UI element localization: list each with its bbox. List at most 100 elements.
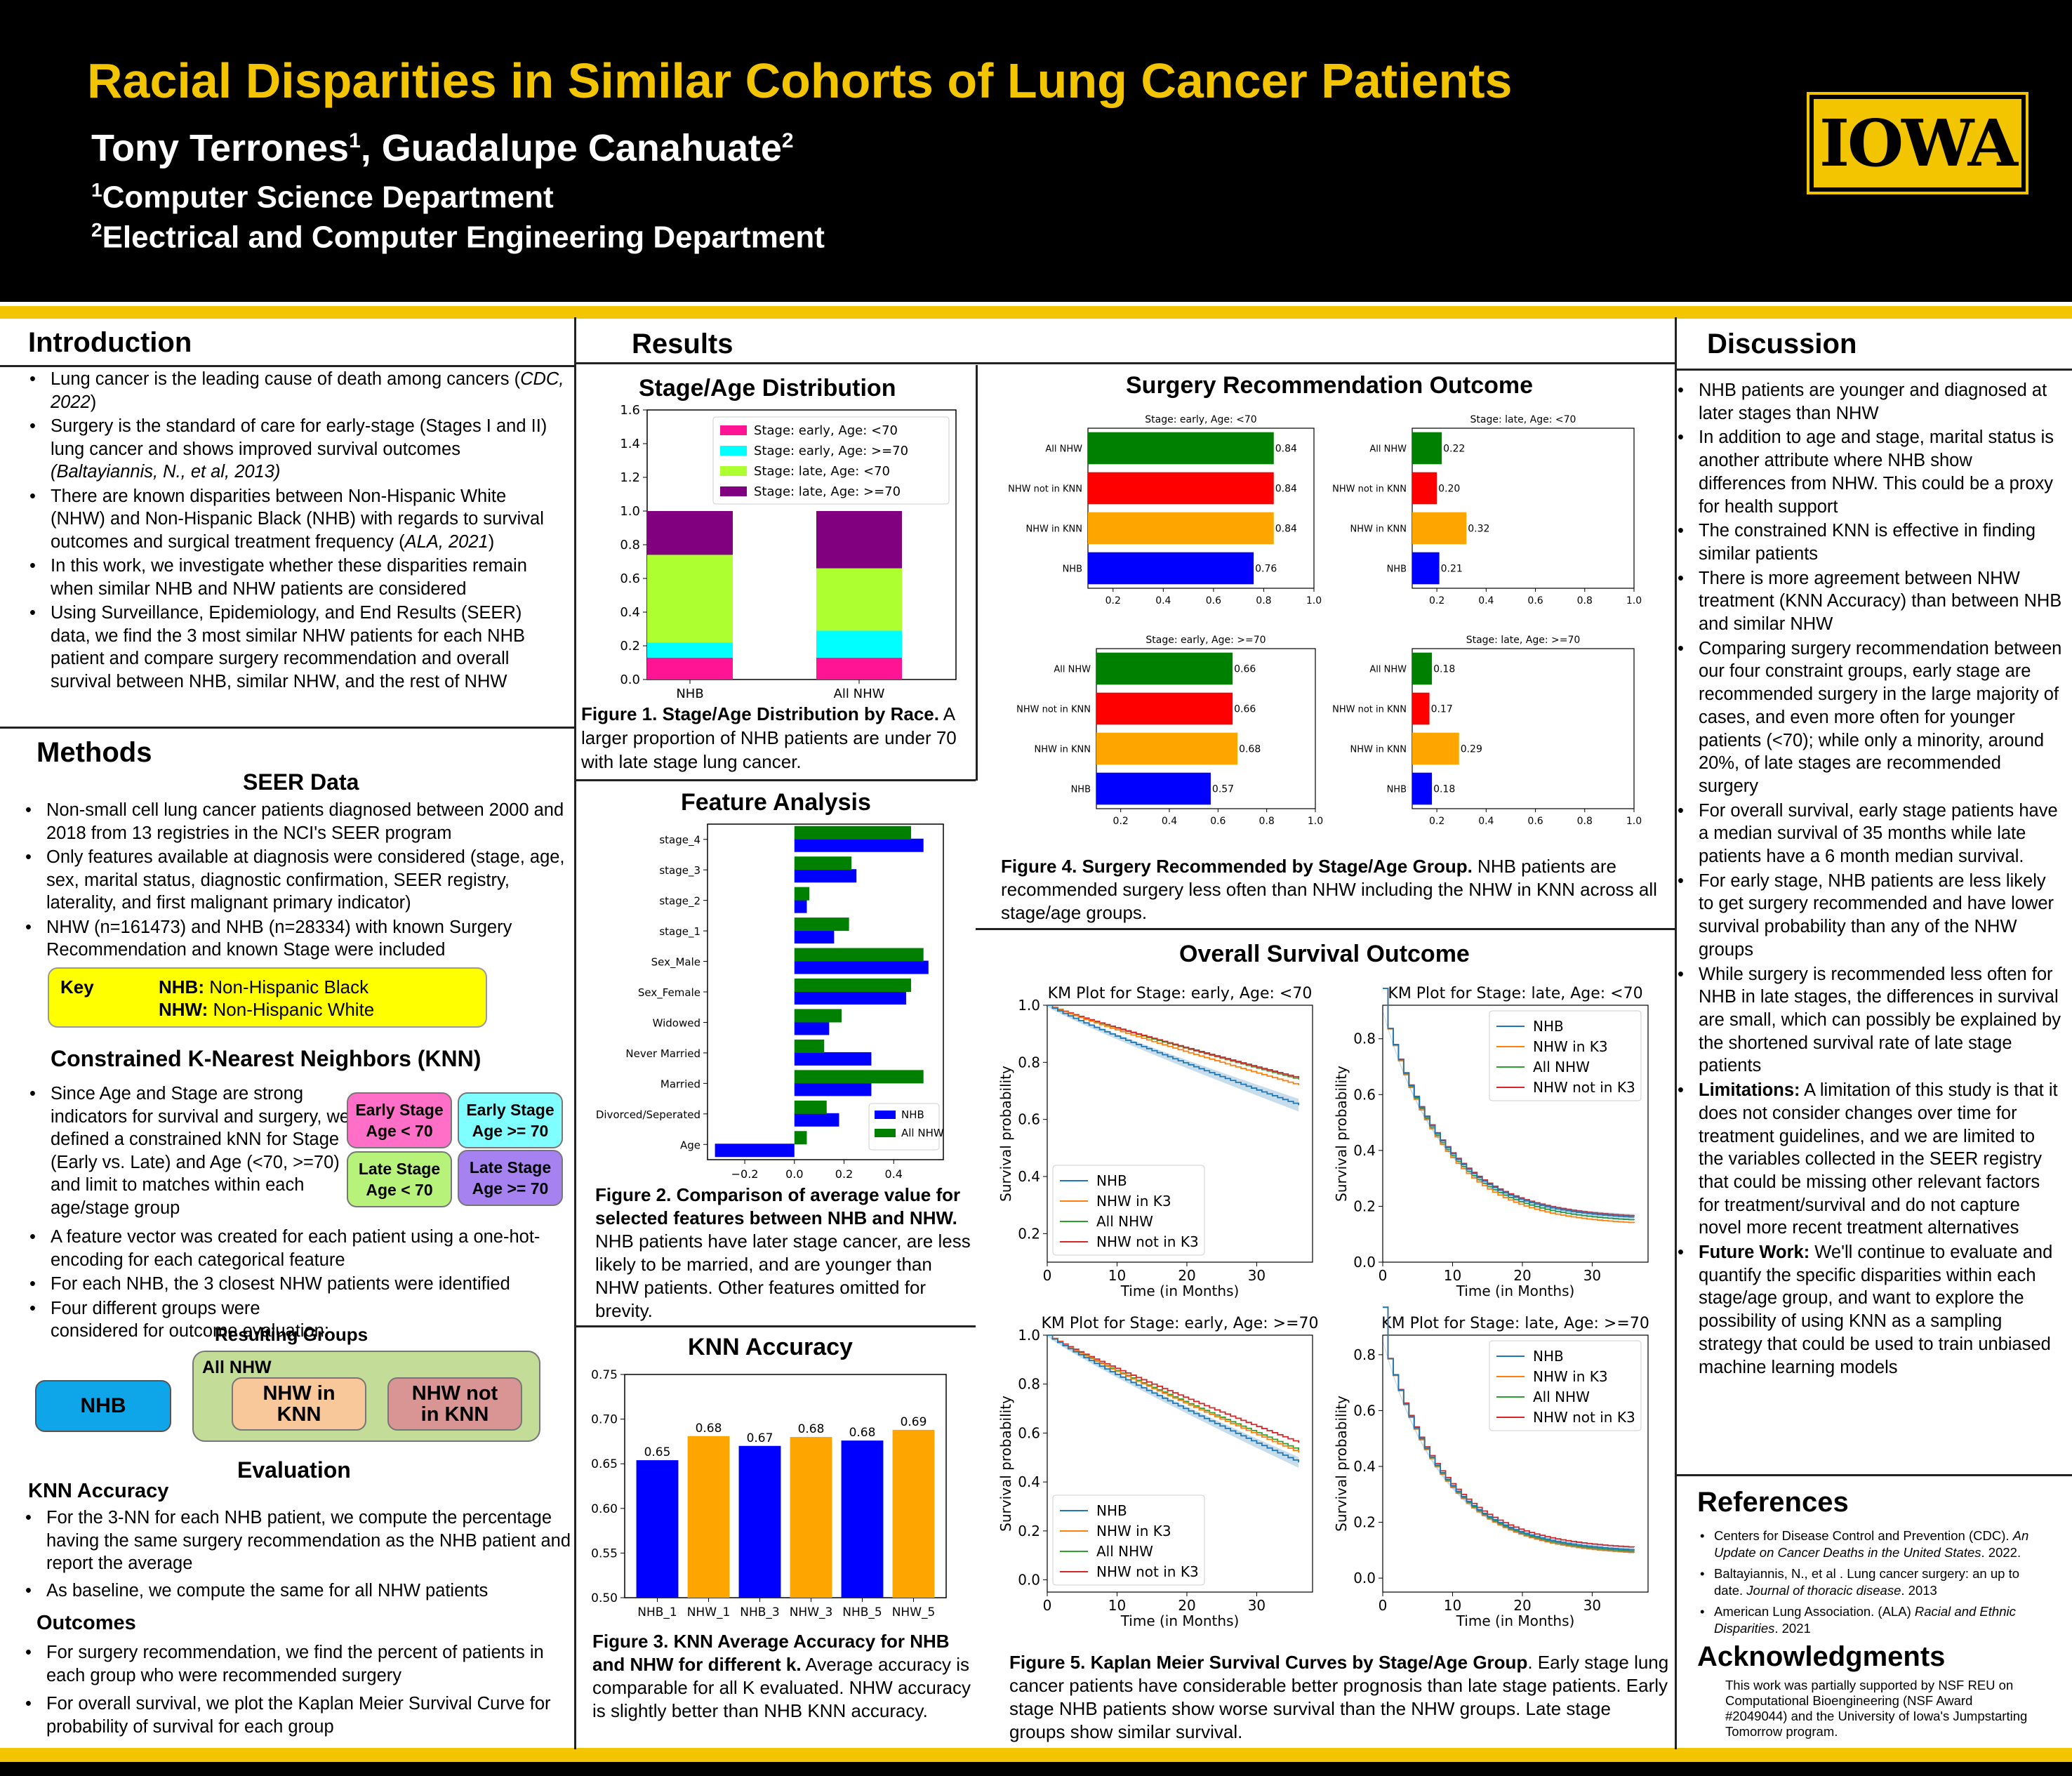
outcomes-list: For surgery recommendation, we find the … — [21, 1641, 576, 1739]
ref-1-title: An Update on Cancer Deaths in the United… — [1714, 1528, 2029, 1560]
fig4-cap-text: NHB patients are recommended surgery les… — [1001, 856, 1657, 923]
disc-bullet-4: There is more agreement between NHW trea… — [1673, 567, 2064, 636]
disc-b10-text: We'll continue to evaluate and quantify … — [1699, 1242, 2053, 1377]
fig5-ylabel: Survival probability — [997, 1396, 1014, 1532]
rg-in-knn-label: NHW in KNN — [263, 1382, 336, 1426]
author-1: Tony Terrones — [91, 127, 350, 169]
disc-bullet-9: Limitations: A limitation of this study … — [1673, 1079, 2064, 1240]
fig4-bar — [1412, 432, 1442, 465]
fig3-frame — [624, 1374, 947, 1598]
fig2-chart: stage_4 stage_3 stage_2 stage_1 Sex_Male Sex_… — [596, 823, 944, 1181]
fig5-ytick-label: 0.2 — [1353, 1514, 1376, 1531]
fig3-ytick-label: 0.75 — [591, 1368, 618, 1382]
iowa-logo: IOWA — [1807, 92, 2028, 194]
group-late-ge70: Late Stage Age >= 70 — [458, 1150, 563, 1206]
fig1-caption: Figure 1. Stage/Age Distribution by Race… — [581, 702, 974, 774]
fig2-cap-text: NHB patients have later stage cancer, ar… — [595, 1231, 971, 1321]
fig1-title: Stage/Age Distribution — [639, 375, 896, 402]
fig4-ytick-label: NHB — [1071, 785, 1091, 795]
fig3-title: KNN Accuracy — [688, 1334, 853, 1360]
fig5-legend-label: All NHW — [1533, 1389, 1590, 1405]
knn-heading: Constrained K-Nearest Neighbors (KNN) — [51, 1046, 482, 1071]
fig1-legend-label: Stage: early, Age: >=70 — [754, 444, 908, 458]
fig4-ytick-label: All NHW — [1045, 444, 1082, 455]
fig3-xtick-label: NHW_5 — [892, 1605, 936, 1619]
fig2-bar — [794, 899, 807, 913]
fig4-bar — [1096, 692, 1233, 725]
fig5-chart: KM Plot for Stage: early, Age: <70 0.2 0.4… — [997, 985, 1649, 1629]
fig3-ytick-label: 0.55 — [591, 1546, 618, 1560]
references-heading: References — [1697, 1487, 1849, 1518]
group-late-lt70: Late Stage Age < 70 — [347, 1151, 452, 1207]
fig4-bar-label: 0.76 — [1255, 564, 1277, 575]
fig5-ytick-label: 0.4 — [1018, 1473, 1040, 1490]
fig5-ytick-label: 0.6 — [1353, 1086, 1376, 1103]
key-nhw-abbr: NHW: — [159, 999, 208, 1020]
fig5-ytick-label: 1.0 — [1018, 1327, 1040, 1344]
ref-3-a: American Lung Association. (ALA) — [1714, 1604, 1915, 1619]
fig5-xlabel: Time (in Months) — [1456, 1612, 1575, 1629]
divider — [1675, 1474, 2072, 1476]
fig5-title: Overall Survival Outcome — [1179, 941, 1470, 967]
fig4-frame — [1096, 648, 1316, 809]
fig4-panel-title: Stage: early, Age: >=70 — [1145, 635, 1266, 646]
fig2-ytick-label: Never Married — [625, 1047, 700, 1060]
fig4-bar-label: 0.57 — [1212, 784, 1234, 795]
key-nhw: NHW: Non-Hispanic White — [159, 998, 374, 1021]
fig4-bar — [1088, 552, 1254, 585]
fig1-ytick-label: 1.2 — [620, 470, 640, 485]
disc-bullet-5: Comparing surgery recommendation between… — [1673, 637, 2064, 798]
divider — [574, 1325, 976, 1327]
intro-bullet-3: There are known disparities between Non-… — [25, 485, 566, 554]
fig3-bar — [636, 1460, 679, 1598]
fig3-xtick-label: NHB_3 — [740, 1605, 779, 1619]
fig2-ytick-label: Age — [680, 1139, 700, 1151]
fig2-bar — [794, 826, 912, 840]
aff-1-sup: 1 — [91, 179, 102, 201]
intro-b1-end: ) — [90, 392, 97, 412]
fig5-xtick-label: 0 — [1043, 1267, 1052, 1284]
fig5-xtick-label: 10 — [1444, 1597, 1461, 1614]
fig5-ytick-label: 0.0 — [1353, 1254, 1376, 1271]
affiliation-2: 2Electrical and Computer Engineering Dep… — [91, 219, 825, 256]
fig5-panel-title: KM Plot for Stage: late, Age: <70 — [1388, 985, 1642, 1002]
fig4-ytick-label: All NHW — [1369, 444, 1407, 455]
fig4-bar — [1088, 432, 1274, 465]
fig4-bar-label: 0.18 — [1433, 784, 1455, 795]
fig5-legend-label: All NHW — [1096, 1543, 1153, 1560]
fig5-panel-title: KM Plot for Stage: early, Age: >=70 — [1041, 1315, 1318, 1332]
fig5-legend-label: NHW not in K3 — [1096, 1233, 1199, 1250]
fig3-bar — [892, 1429, 935, 1598]
fig5-xlabel: Time (in Months) — [1120, 1283, 1240, 1299]
fig1-ytick-label: 0.0 — [620, 672, 640, 687]
disc-b9-text: A limitation of this study is that it do… — [1699, 1080, 2058, 1238]
fig5-ytick-label: 0.8 — [1018, 1376, 1040, 1393]
key-nhb-text: Non-Hispanic Black — [204, 976, 369, 998]
fig3-ytick-label: 0.70 — [591, 1413, 618, 1427]
fig5-xtick-label: 0 — [1379, 1267, 1388, 1284]
fig3-bar-label: 0.68 — [696, 1422, 722, 1436]
knn-bullet-2: A feature vector was created for each pa… — [25, 1226, 566, 1271]
fig3-cap-bold: Figure 3. KNN Average Accuracy for NHB a… — [592, 1631, 950, 1675]
intro-bullet-4: In this work, we investigate whether the… — [25, 555, 566, 600]
fig5-xtick-label: 20 — [1178, 1597, 1195, 1614]
fig1-bar-segment — [816, 630, 902, 658]
fig4-ytick-label: All NHW — [1369, 665, 1407, 675]
ref-3: American Lung Association. (ALA) Racial … — [1697, 1603, 2031, 1637]
fig5-km-curve — [1383, 1306, 1635, 1551]
ref-2-b: . 2013 — [1901, 1583, 1937, 1598]
fig5-xlabel: Time (in Months) — [1120, 1612, 1240, 1629]
rg-all-nhw-label: All NHW — [202, 1358, 272, 1377]
fig4-ytick-label: NHW not in KNN — [1016, 705, 1091, 715]
fig4-panel-title: Stage: early, Age: <70 — [1145, 414, 1256, 425]
ref-2-a: Baltayiannis, N., et al . Lung cancer su… — [1714, 1566, 2019, 1598]
divider — [976, 928, 1675, 930]
fig5-ytick-label: 0.2 — [1018, 1225, 1040, 1242]
fig3-bar — [790, 1437, 832, 1598]
fig1-bar-segment — [816, 568, 902, 631]
fig1-bar-segment — [647, 511, 733, 555]
fig2-bar — [794, 991, 906, 1005]
fig3-bar-label: 0.67 — [747, 1431, 773, 1445]
eval-bullet-1: For the 3-NN for each NHB patient, we co… — [21, 1506, 576, 1575]
fig4-xtick-label: 0.2 — [1429, 816, 1445, 827]
